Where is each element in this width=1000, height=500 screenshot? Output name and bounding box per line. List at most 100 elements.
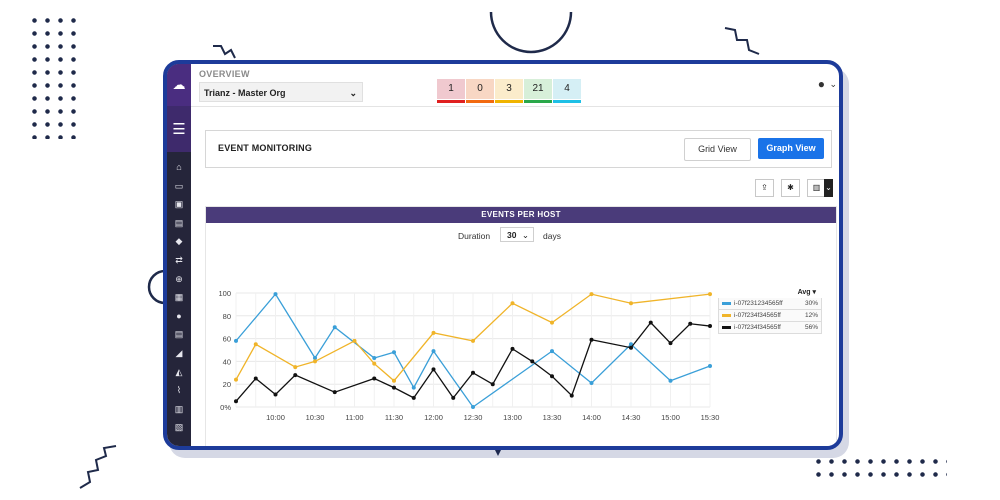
series-line: [235, 293, 711, 408]
data-point: [490, 382, 495, 387]
data-point: [411, 385, 416, 390]
severity-bar: [553, 100, 581, 103]
cloud-upload-icon[interactable]: ☁: [167, 64, 191, 106]
decorative-zigzag: [724, 27, 760, 55]
x-tick-label: 15:30: [701, 413, 720, 422]
legend-series-avg: 56%: [804, 324, 818, 331]
data-point: [411, 395, 416, 400]
data-point: [352, 338, 357, 343]
cloud-tag-icon[interactable]: ◭: [175, 366, 183, 377]
grid-view-button[interactable]: Grid View: [684, 138, 751, 161]
data-point: [253, 376, 258, 381]
data-point: [589, 292, 594, 297]
user-icon[interactable]: ●: [817, 77, 825, 91]
severity-count-critical[interactable]: 1: [437, 79, 465, 103]
severity-count-info[interactable]: 4: [553, 79, 581, 103]
contacts-icon[interactable]: ▣: [174, 199, 184, 210]
data-point: [550, 374, 554, 379]
legend-item[interactable]: i-07f231234565ff 30%: [718, 298, 822, 310]
duration-select[interactable]: 30 ⌄: [500, 227, 534, 242]
severity-count-value: 21: [532, 83, 544, 94]
legend-header[interactable]: Avg ▾: [797, 289, 816, 296]
home-icon[interactable]: ⌂: [176, 162, 182, 172]
data-point: [431, 349, 436, 354]
data-point: [629, 301, 633, 306]
event-monitoring-panel: EVENT MONITORING Grid View Graph View: [205, 130, 832, 168]
data-point: [253, 342, 258, 347]
transfer-icon[interactable]: ⇄: [175, 254, 183, 265]
tag-alt-icon[interactable]: ◢: [175, 347, 183, 358]
data-point: [234, 377, 238, 382]
line-chart: 100 80 60 40 20 0% 10:00 10:30 11:00 11:30 12:00 12…: [218, 289, 720, 422]
data-point: [313, 355, 317, 360]
search-zoom-icon[interactable]: ⊕: [175, 273, 183, 284]
data-point: [431, 330, 436, 335]
section-label: OVERVIEW: [199, 69, 250, 79]
data-point: [708, 292, 712, 297]
data-point: [471, 338, 475, 343]
bar-chart-icon[interactable]: ▥: [807, 179, 826, 197]
x-tick-label: 11:30: [385, 413, 403, 422]
monitor-icon[interactable]: ▭: [174, 180, 184, 191]
x-tick-label: 12:00: [424, 413, 443, 422]
data-point: [372, 361, 377, 366]
chevron-down-icon: ⌄: [521, 230, 529, 240]
x-tick-label: 12:30: [464, 413, 483, 422]
share-icon[interactable]: ⇪: [755, 179, 774, 197]
gear-icon[interactable]: ✱: [781, 179, 800, 197]
data-point: [471, 370, 475, 375]
severity-count-medium[interactable]: 3: [495, 79, 523, 103]
data-point: [589, 381, 594, 386]
severity-bar: [437, 100, 465, 103]
notes-icon[interactable]: ▧: [174, 422, 184, 433]
data-point: [332, 325, 337, 330]
duration-unit: days: [543, 231, 561, 241]
data-point: [668, 341, 673, 346]
x-tick-label: 11:00: [345, 413, 363, 422]
y-tick-label: 100: [218, 289, 231, 298]
series-line: [235, 321, 711, 402]
document-icon[interactable]: ▤: [174, 217, 184, 228]
app-window: ☁ ☰ ⌂ ▭ ▣ ▤ ◆ ⇄ ⊕ ▦ ● ▤ ◢ ◭ ⌇ ▥ ▧ OVERVI…: [163, 60, 843, 450]
severity-count-low[interactable]: 21: [524, 79, 552, 103]
legend-series-name: i-07f234f34565ff: [734, 312, 781, 319]
tag-icon[interactable]: ◆: [175, 236, 183, 247]
data-point: [668, 378, 673, 383]
calendar-icon[interactable]: ▦: [174, 292, 184, 303]
top-bar: OVERVIEW Trianz - Master Org ⌄ 1 0 3 21 …: [191, 64, 839, 107]
data-point: [530, 359, 535, 364]
data-point: [550, 320, 554, 325]
list-icon[interactable]: ▤: [174, 329, 184, 340]
y-tick-label: 20: [223, 380, 231, 389]
severity-count-value: 4: [564, 83, 570, 94]
chevron-down-icon[interactable]: ⌄: [829, 79, 837, 89]
data-point: [510, 301, 515, 306]
calendar-clock-icon[interactable]: ▥: [174, 403, 184, 414]
graph-view-button[interactable]: Graph View: [758, 138, 824, 159]
legend-series-avg: 30%: [804, 300, 818, 307]
hamburger-icon[interactable]: ☰: [167, 106, 191, 152]
severity-count-high[interactable]: 0: [466, 79, 494, 103]
x-tick-label: 13:30: [543, 413, 562, 422]
decorative-arc: [489, 11, 573, 54]
chart-icon[interactable]: ⌇: [176, 385, 182, 396]
chart-title: EVENTS PER HOST: [206, 207, 836, 223]
sidebar-nav: ⌂ ▭ ▣ ▤ ◆ ⇄ ⊕ ▦ ● ▤ ◢ ◭ ⌇ ▥ ▧: [167, 152, 191, 436]
y-tick-label: 80: [223, 312, 231, 321]
data-point: [392, 350, 396, 355]
severity-bar: [466, 100, 494, 103]
sidebar: ☁ ☰ ⌂ ▭ ▣ ▤ ◆ ⇄ ⊕ ▦ ● ▤ ◢ ◭ ⌇ ▥ ▧: [167, 64, 191, 446]
org-selector[interactable]: Trianz - Master Org ⌄: [199, 82, 363, 102]
severity-count-value: 0: [477, 83, 483, 94]
panel-title: EVENT MONITORING: [218, 143, 313, 153]
data-point: [372, 376, 377, 381]
data-point: [273, 392, 278, 397]
legend-item[interactable]: i-07f234f34565ff 12%: [718, 310, 822, 322]
decorative-dot-grid: [812, 455, 947, 483]
chevron-down-icon[interactable]: ⌄: [824, 179, 833, 197]
legend-item[interactable]: i-07f234f34565ff 56%: [718, 322, 822, 334]
severity-bar: [495, 100, 523, 103]
user-settings-icon[interactable]: ●: [176, 310, 182, 321]
data-point: [451, 395, 456, 400]
severity-bar: [524, 100, 552, 103]
